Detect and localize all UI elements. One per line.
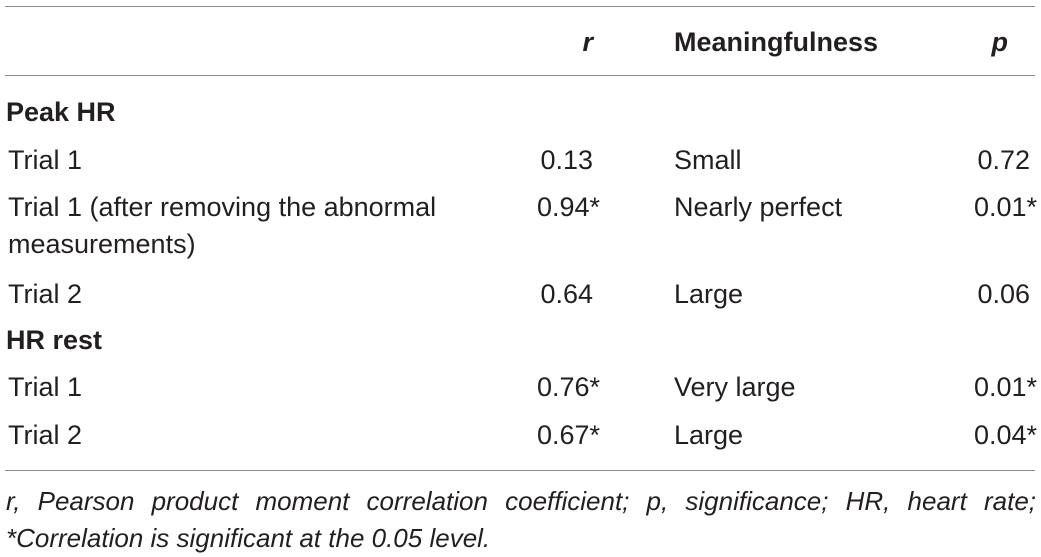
header-r: r — [582, 27, 593, 57]
row-r-value: 0.13 — [540, 145, 593, 175]
row-p-value: 0.72 — [977, 145, 1030, 175]
row-p-value: 0.06 — [977, 279, 1030, 309]
row-label-line2: measurements) — [8, 229, 196, 259]
header-meaningfulness: Meaningfulness — [674, 27, 879, 57]
table-bottom-rule — [5, 470, 1035, 471]
row-label: Trial 1 — [8, 145, 83, 175]
row-label: Trial 2 — [8, 420, 83, 450]
row-meaningfulness: Large — [674, 279, 744, 309]
row-label: Trial 2 — [8, 279, 83, 309]
row-r-value: 0.64 — [540, 279, 593, 309]
section-title-peak-hr: Peak HR — [6, 97, 116, 127]
row-p-value: 0.01* — [973, 192, 1037, 222]
header-p: p — [991, 27, 1009, 57]
table-header-rule — [5, 75, 1035, 76]
table-footnote: r, Pearson product moment correlation co… — [6, 486, 1036, 553]
row-p-value: 0.01* — [973, 372, 1037, 402]
row-label-line1: Trial 1 (after removing the abnormal — [8, 192, 437, 222]
row-r-value: 0.76* — [536, 372, 600, 402]
section-title-hr-rest: HR rest — [6, 325, 103, 355]
row-meaningfulness: Large — [674, 420, 744, 450]
table-top-rule — [5, 6, 1035, 7]
row-r-value: 0.67* — [536, 420, 600, 450]
row-meaningfulness: Nearly perfect — [674, 192, 843, 222]
row-label: Trial 1 — [8, 372, 83, 402]
row-meaningfulness: Very large — [674, 372, 796, 402]
row-r-value: 0.94* — [536, 192, 600, 222]
row-meaningfulness: Small — [674, 145, 742, 175]
row-p-value: 0.04* — [973, 420, 1037, 450]
